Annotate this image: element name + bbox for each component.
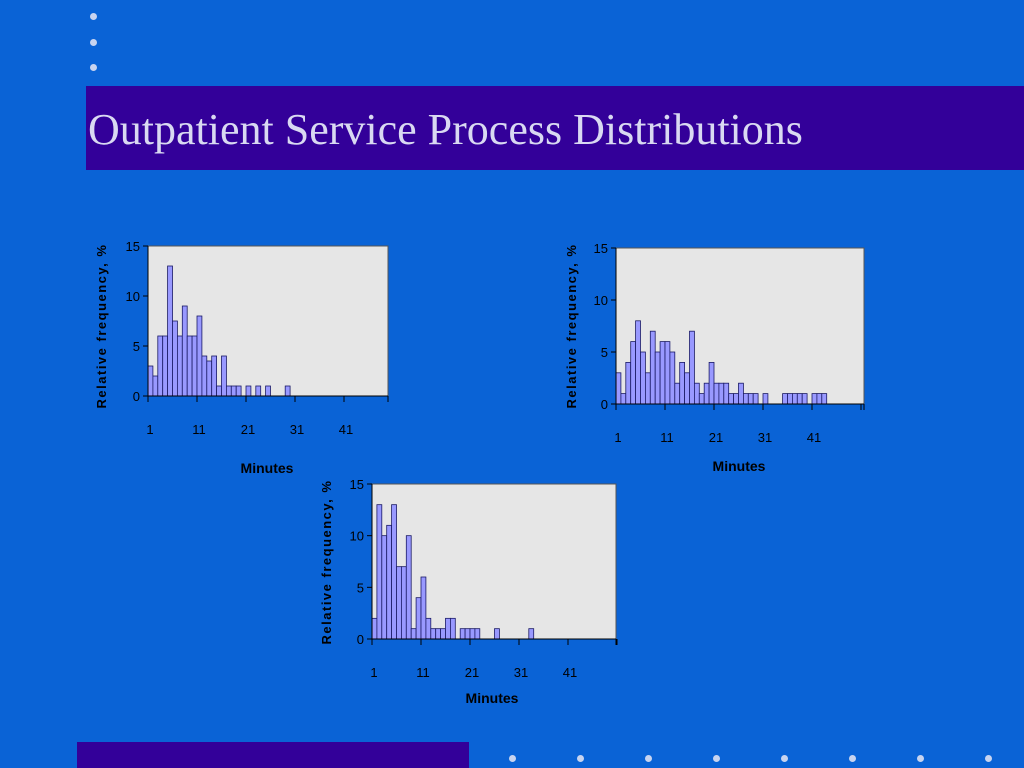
x-tick-label: 21 (241, 422, 255, 437)
decorative-dot (985, 755, 992, 762)
histogram-bar (474, 628, 481, 640)
y-tick-label: 5 (357, 580, 364, 595)
y-axis-label: Relative frequency, % (564, 244, 579, 409)
histogram-bar (459, 628, 466, 640)
x-tick-label: 21 (465, 665, 479, 680)
x-axis-label: Minutes (241, 460, 294, 476)
histogram-bar (449, 617, 456, 640)
x-axis-label: Minutes (713, 458, 766, 474)
histogram-bar (528, 628, 535, 640)
y-axis-label: Relative frequency, % (319, 480, 334, 645)
x-tick-label: 41 (563, 665, 577, 680)
decorative-dot (90, 64, 97, 71)
y-tick-label: 10 (350, 529, 364, 544)
x-tick-label: 41 (339, 422, 353, 437)
histogram-bar (381, 535, 388, 640)
y-tick-label: 10 (126, 289, 140, 304)
x-tick-label: 21 (709, 430, 723, 445)
histogram-bar (376, 504, 383, 640)
histogram-bar (445, 617, 451, 640)
histogram-bar (420, 576, 427, 640)
y-axis-label: Relative frequency, % (94, 244, 109, 409)
histogram-bar (415, 597, 422, 640)
x-tick-label: 1 (614, 430, 621, 445)
x-tick-label: 31 (514, 665, 528, 680)
histogram-bar (371, 617, 378, 640)
y-tick-label: 5 (601, 345, 608, 360)
decorative-dot (917, 755, 924, 762)
histogram-bar (410, 628, 417, 640)
x-tick-label: 11 (192, 422, 206, 437)
y-tick-label: 0 (601, 397, 608, 412)
histogram-bar (435, 628, 442, 640)
x-tick-label: 1 (370, 665, 377, 680)
histogram-bar (391, 504, 397, 640)
decorative-dot (90, 39, 97, 46)
histogram-bar (494, 628, 500, 640)
x-tick-label: 31 (290, 422, 304, 437)
title-bar: Outpatient Service Process Distributions (86, 86, 1024, 170)
histogram-bar (469, 628, 476, 640)
histogram-bar (386, 524, 393, 640)
x-tick-label: 31 (758, 430, 772, 445)
histogram-bar (405, 535, 412, 640)
y-tick-label: 5 (133, 339, 140, 354)
slide-title: Outpatient Service Process Distributions (88, 105, 803, 154)
decorative-dot (577, 755, 584, 762)
x-tick-label: 1 (146, 422, 153, 437)
decorative-dot (90, 13, 97, 20)
y-tick-label: 10 (594, 293, 608, 308)
x-tick-label: 11 (416, 665, 430, 680)
histogram-bar (400, 566, 407, 640)
y-tick-label: 0 (357, 632, 364, 647)
y-tick-label: 0 (133, 389, 140, 404)
decorative-dot (509, 755, 516, 762)
histogram-bar (425, 617, 432, 640)
x-tick-label: 41 (807, 430, 821, 445)
x-axis-label: Minutes (466, 690, 519, 706)
histogram-bar (464, 628, 471, 640)
y-tick-label: 15 (350, 477, 364, 492)
histogram-bar (430, 628, 437, 640)
y-tick-label: 15 (594, 241, 608, 256)
footer-bar (77, 742, 469, 768)
decorative-dot (713, 755, 720, 762)
decorative-dot (645, 755, 652, 762)
decorative-dot (781, 755, 788, 762)
x-tick-label: 11 (660, 430, 674, 445)
y-tick-label: 15 (126, 239, 140, 254)
histogram-bar (396, 566, 402, 640)
histogram-bar (440, 628, 446, 640)
plot-area (371, 483, 617, 640)
decorative-dot (849, 755, 856, 762)
